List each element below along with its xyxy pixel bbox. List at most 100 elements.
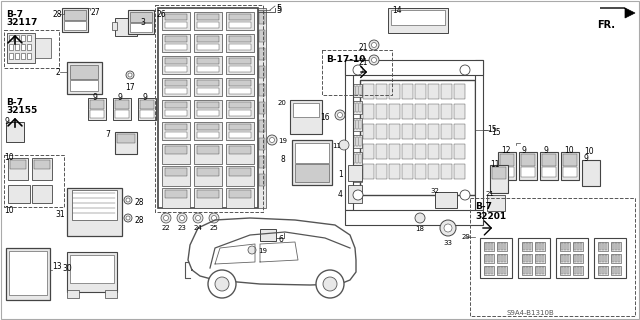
Text: B-7: B-7 bbox=[6, 98, 23, 107]
Bar bbox=[4, 155, 64, 207]
Bar bbox=[594, 238, 626, 278]
Bar bbox=[567, 243, 569, 250]
Text: 32201: 32201 bbox=[475, 212, 506, 221]
Bar bbox=[226, 122, 254, 140]
Bar bbox=[162, 34, 190, 52]
Bar bbox=[615, 267, 617, 274]
Bar bbox=[322, 50, 392, 95]
Bar bbox=[158, 8, 258, 208]
Bar bbox=[564, 243, 566, 250]
Bar bbox=[441, 124, 452, 139]
Text: 26: 26 bbox=[156, 10, 166, 19]
Bar bbox=[501, 267, 503, 274]
Bar bbox=[162, 100, 190, 118]
Bar bbox=[353, 171, 355, 180]
Bar bbox=[454, 164, 465, 179]
Bar bbox=[137, 22, 142, 30]
Bar bbox=[561, 267, 563, 274]
Bar bbox=[564, 267, 566, 274]
Bar bbox=[21, 44, 25, 50]
Circle shape bbox=[124, 196, 132, 204]
Bar bbox=[162, 144, 190, 164]
Bar bbox=[130, 12, 152, 22]
Bar bbox=[599, 255, 601, 262]
Bar bbox=[359, 86, 361, 95]
Bar bbox=[580, 243, 582, 250]
Bar bbox=[27, 53, 31, 59]
Bar bbox=[359, 137, 361, 146]
Bar bbox=[519, 152, 537, 180]
Bar bbox=[402, 124, 413, 139]
Bar bbox=[162, 122, 190, 140]
Text: 20: 20 bbox=[278, 100, 287, 106]
Bar bbox=[260, 229, 276, 241]
Bar bbox=[492, 167, 506, 179]
Bar bbox=[529, 243, 531, 250]
Bar bbox=[194, 100, 222, 118]
Bar bbox=[229, 168, 251, 176]
Bar bbox=[598, 266, 608, 275]
Circle shape bbox=[126, 198, 130, 202]
Bar bbox=[165, 88, 187, 94]
Bar bbox=[348, 185, 362, 203]
Bar bbox=[577, 267, 579, 274]
Bar bbox=[259, 156, 265, 168]
Bar bbox=[504, 243, 506, 250]
Bar bbox=[359, 171, 361, 180]
Bar bbox=[295, 164, 329, 182]
Text: 25: 25 bbox=[210, 225, 219, 231]
Circle shape bbox=[339, 140, 349, 150]
Bar bbox=[561, 255, 563, 262]
Text: 9: 9 bbox=[92, 93, 97, 102]
Text: 13: 13 bbox=[52, 262, 61, 271]
Bar bbox=[484, 242, 494, 251]
Bar bbox=[229, 44, 251, 50]
Bar bbox=[229, 80, 251, 86]
Bar bbox=[348, 118, 362, 131]
Bar bbox=[618, 267, 620, 274]
Bar bbox=[345, 60, 353, 210]
Bar bbox=[348, 152, 362, 165]
Bar bbox=[602, 255, 604, 262]
Bar bbox=[9, 44, 13, 50]
Bar bbox=[535, 254, 545, 263]
Bar bbox=[27, 44, 31, 50]
Bar bbox=[540, 152, 558, 180]
Bar bbox=[376, 144, 387, 159]
Bar bbox=[529, 267, 531, 274]
Bar bbox=[165, 132, 187, 138]
Bar bbox=[376, 124, 387, 139]
Bar bbox=[360, 80, 475, 195]
Bar bbox=[226, 166, 254, 186]
Bar bbox=[162, 188, 190, 208]
Circle shape bbox=[335, 110, 345, 120]
Text: 17: 17 bbox=[125, 83, 135, 92]
Text: 14: 14 bbox=[392, 6, 402, 15]
Text: FR.: FR. bbox=[597, 20, 615, 30]
Bar bbox=[345, 210, 483, 225]
Bar bbox=[542, 167, 556, 177]
Circle shape bbox=[128, 73, 132, 77]
Bar bbox=[197, 168, 219, 176]
Bar bbox=[564, 255, 566, 262]
Circle shape bbox=[337, 113, 342, 117]
Bar bbox=[560, 254, 570, 263]
Bar bbox=[441, 84, 452, 99]
Bar bbox=[497, 254, 507, 263]
Bar bbox=[441, 104, 452, 119]
Bar bbox=[165, 66, 187, 72]
Bar bbox=[15, 35, 19, 41]
Bar bbox=[9, 35, 13, 41]
Bar bbox=[21, 35, 25, 41]
Bar bbox=[197, 124, 219, 130]
Bar bbox=[229, 110, 251, 116]
Circle shape bbox=[316, 270, 344, 298]
Bar bbox=[428, 84, 439, 99]
Bar bbox=[197, 22, 219, 28]
Bar bbox=[226, 100, 254, 118]
Text: 28: 28 bbox=[134, 216, 143, 225]
Text: 23: 23 bbox=[178, 225, 187, 231]
Text: 15: 15 bbox=[487, 125, 497, 134]
Bar bbox=[226, 78, 254, 96]
Bar bbox=[376, 104, 387, 119]
